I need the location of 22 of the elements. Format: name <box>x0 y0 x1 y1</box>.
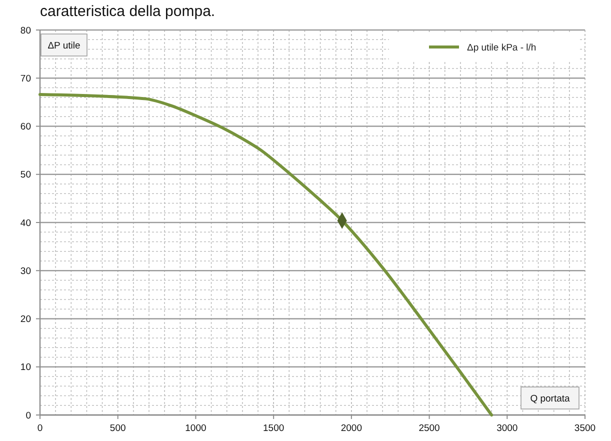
y-tick-label: 40 <box>20 218 31 229</box>
legend-label: Δp utile kPa - l/h <box>467 42 536 54</box>
x-tick-label: 3000 <box>496 423 518 434</box>
y-tick-label: 70 <box>20 73 31 84</box>
y-tick-label: 60 <box>20 122 31 133</box>
y-tick-label: 30 <box>20 266 31 277</box>
x-axis-title: Q portata <box>530 393 571 404</box>
y-tick-label: 80 <box>20 25 31 36</box>
y-tick-label: 50 <box>20 170 31 181</box>
y-axis-title: ΔP utile <box>48 40 80 52</box>
x-tick-label: 3500 <box>574 423 596 434</box>
x-tick-label: 0 <box>37 423 43 434</box>
x-tick-label: 2500 <box>418 423 440 434</box>
x-tick-label: 1500 <box>263 423 284 434</box>
chart-title: caratteristica della pompa. <box>40 3 216 20</box>
y-tick-label: 10 <box>20 362 31 374</box>
y-tick-label: 0 <box>26 410 31 422</box>
y-tick-label: 20 <box>20 314 31 326</box>
x-tick-label: 1000 <box>185 423 206 434</box>
x-tick-label: 2000 <box>340 423 362 434</box>
x-tick-label: 500 <box>110 423 126 434</box>
line-series <box>38 92 494 416</box>
